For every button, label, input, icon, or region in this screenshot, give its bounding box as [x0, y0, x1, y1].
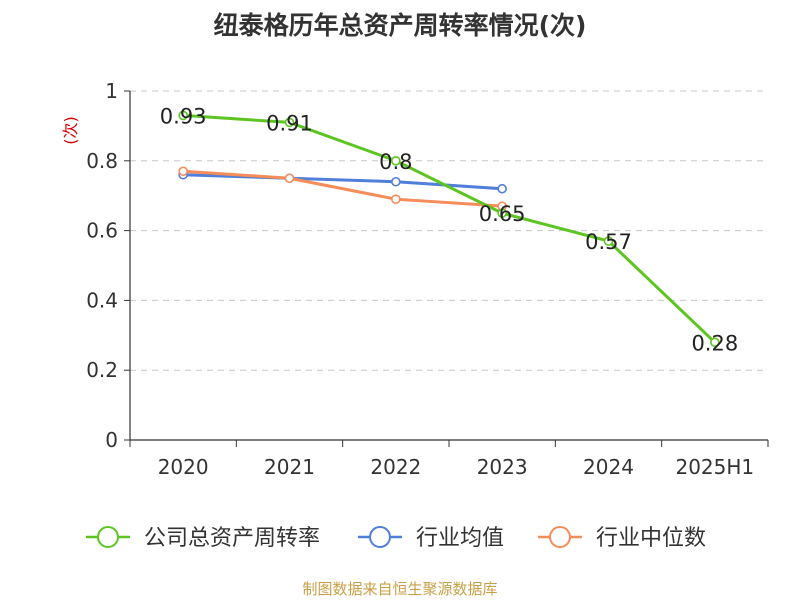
y-tick-label: 0.2: [86, 358, 118, 382]
x-tick-label: 2025H1: [675, 455, 754, 479]
series-point: [391, 176, 401, 187]
x-tick-label: 2022: [370, 455, 421, 479]
data-label: 0.91: [266, 111, 313, 135]
series-line: [183, 173, 503, 191]
series-point: [497, 208, 507, 218]
series-point: [178, 166, 188, 177]
legend-marker: [549, 526, 571, 548]
legend-label: 行业中位数: [596, 526, 706, 551]
legend-marker: [97, 526, 119, 548]
data-label: 0.8: [379, 150, 412, 174]
y-tick-label: 0: [105, 428, 118, 452]
legend-marker: [369, 526, 391, 548]
series-point: [710, 337, 720, 348]
x-tick-label: 2023: [477, 455, 528, 479]
x-tick-label: 2024: [583, 455, 634, 479]
legend-label: 行业均值: [416, 526, 504, 551]
data-label: 0.93: [160, 104, 207, 128]
series-line: [183, 169, 503, 208]
data-source-note: 制图数据来自恒生聚源数据库: [302, 580, 498, 598]
x-tick-label: 2020: [158, 455, 209, 479]
y-tick-label: 1: [105, 79, 118, 103]
series-point: [391, 194, 401, 204]
series-point: [284, 117, 295, 128]
series-point: [284, 173, 295, 184]
series-point: [178, 110, 188, 121]
y-tick-label: 0.4: [86, 288, 118, 312]
series-point: [497, 183, 507, 194]
series-line: [183, 113, 716, 344]
data-label: 0.57: [585, 230, 632, 254]
y-axis-label: (次): [61, 116, 80, 145]
series-point: [603, 236, 614, 246]
chart-title: 纽泰格历年总资产周转率情况(次): [213, 11, 587, 40]
y-tick-label: 0.8: [86, 149, 118, 173]
legend-label: 公司总资产周转率: [144, 526, 320, 551]
data-label: 0.28: [691, 331, 738, 355]
x-tick-label: 2021: [264, 455, 315, 479]
series-point: [391, 156, 401, 166]
data-label: 0.65: [479, 202, 526, 226]
y-tick-label: 0.6: [86, 219, 118, 243]
